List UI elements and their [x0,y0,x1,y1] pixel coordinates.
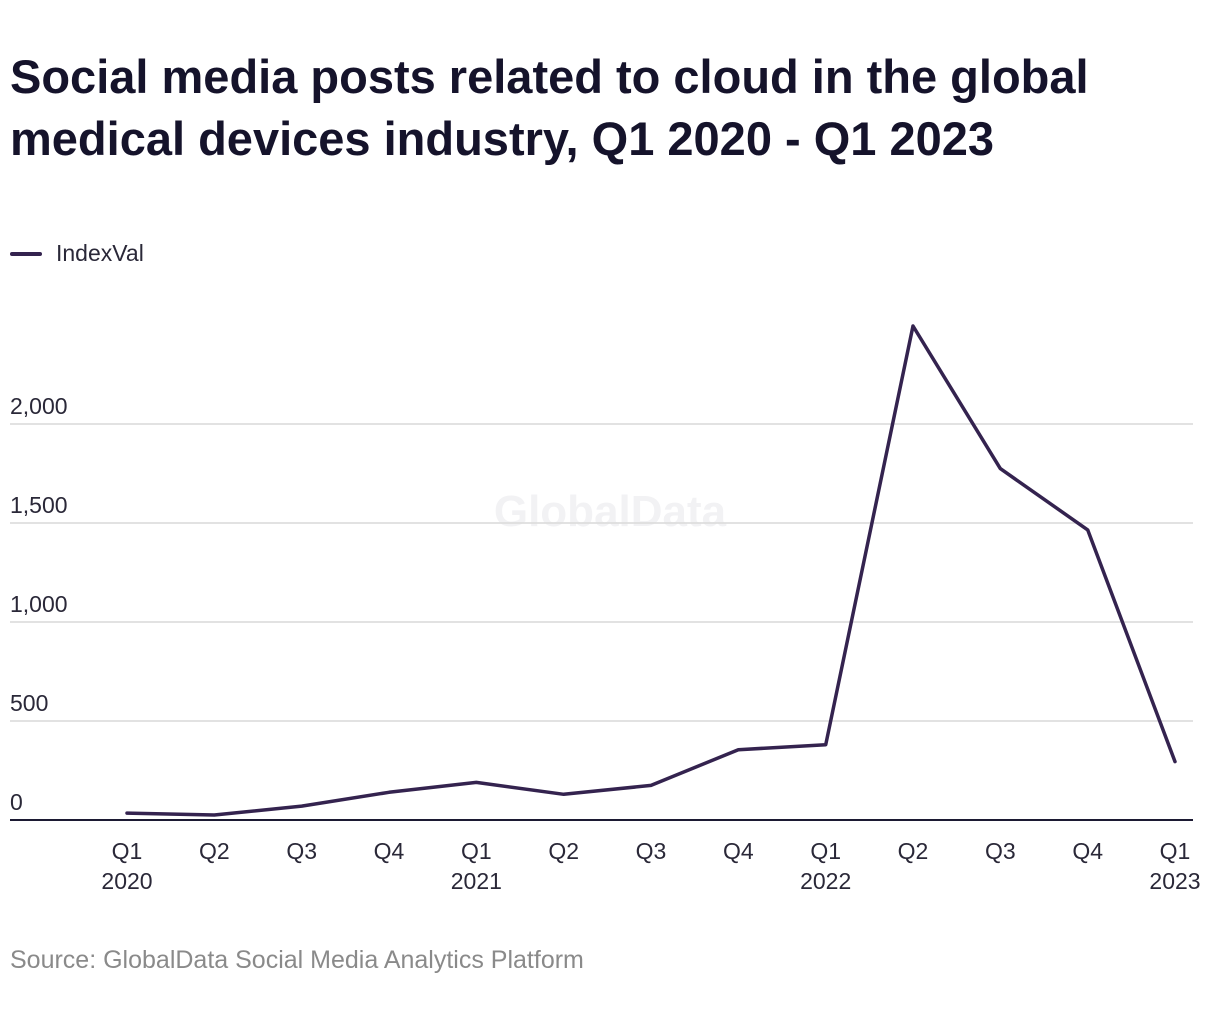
data-point [736,748,740,752]
x-tick-label: Q3 [985,838,1016,864]
data-point [562,792,566,796]
series-line-indexval [125,324,1177,817]
y-tick-label: 500 [10,690,48,716]
x-tick-label: Q2 [548,838,579,864]
x-tick-year-label: 2021 [451,868,502,894]
data-point [125,811,129,815]
x-tick-label: Q2 [898,838,929,864]
data-point [387,790,391,794]
data-point [474,780,478,784]
legend-label: IndexVal [56,240,144,266]
x-tick-label: Q4 [1072,838,1103,864]
y-tick-label: 1,000 [10,591,68,617]
data-point [1173,760,1177,764]
x-tick-label: Q1 [810,838,841,864]
x-tick-year-label: 2020 [101,868,152,894]
x-tick-label: Q1 [112,838,143,864]
x-tick-label: Q2 [199,838,230,864]
watermark: GlobalData [494,487,727,536]
x-tick-label: Q3 [286,838,317,864]
legend-swatch [10,251,42,256]
y-tick-label: 2,000 [10,393,68,419]
data-point [300,804,304,808]
x-tick-label: Q4 [374,838,405,864]
x-tick-label: Q1 [461,838,492,864]
x-tick-year-label: 2022 [800,868,851,894]
y-tick-label: 0 [10,789,23,815]
x-tick-label: Q1 [1160,838,1191,864]
data-point [911,324,915,328]
chart-legend: IndexVal [10,240,144,267]
data-point [212,813,216,817]
chart-title: Social media posts related to cloud in t… [10,50,1089,165]
data-point [998,467,1002,471]
y-tick-label: 1,500 [10,492,68,518]
x-tick-label: Q3 [636,838,667,864]
data-point [1086,528,1090,532]
x-tick-label: Q4 [723,838,754,864]
x-tick-year-label: 2023 [1149,868,1200,894]
data-point [824,743,828,747]
source-note: Source: GlobalData Social Media Analytic… [10,946,584,974]
data-point [649,783,653,787]
